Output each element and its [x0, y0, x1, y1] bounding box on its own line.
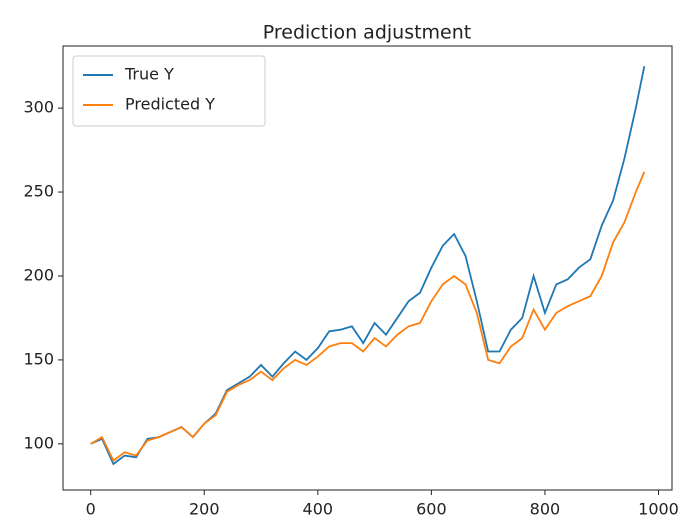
y-tick-label: 200 — [23, 265, 54, 284]
x-tick-label: 800 — [530, 500, 561, 519]
x-tick-label: 0 — [86, 500, 96, 519]
x-tick-label: 200 — [189, 500, 220, 519]
x-tick-label: 600 — [416, 500, 447, 519]
legend-label: True Y — [124, 65, 174, 84]
legend-label: Predicted Y — [125, 95, 215, 114]
chart-title: Prediction adjustment — [263, 22, 472, 44]
y-tick-label: 300 — [23, 98, 54, 117]
x-tick-label: 400 — [303, 500, 334, 519]
y-tick-label: 100 — [23, 433, 54, 452]
x-tick-label: 1000 — [638, 500, 679, 519]
legend-box — [72, 55, 266, 127]
y-tick-label: 150 — [23, 349, 54, 368]
line — [90, 171, 646, 462]
y-tick-label: 250 — [23, 182, 54, 201]
plot-frame — [62, 45, 673, 491]
